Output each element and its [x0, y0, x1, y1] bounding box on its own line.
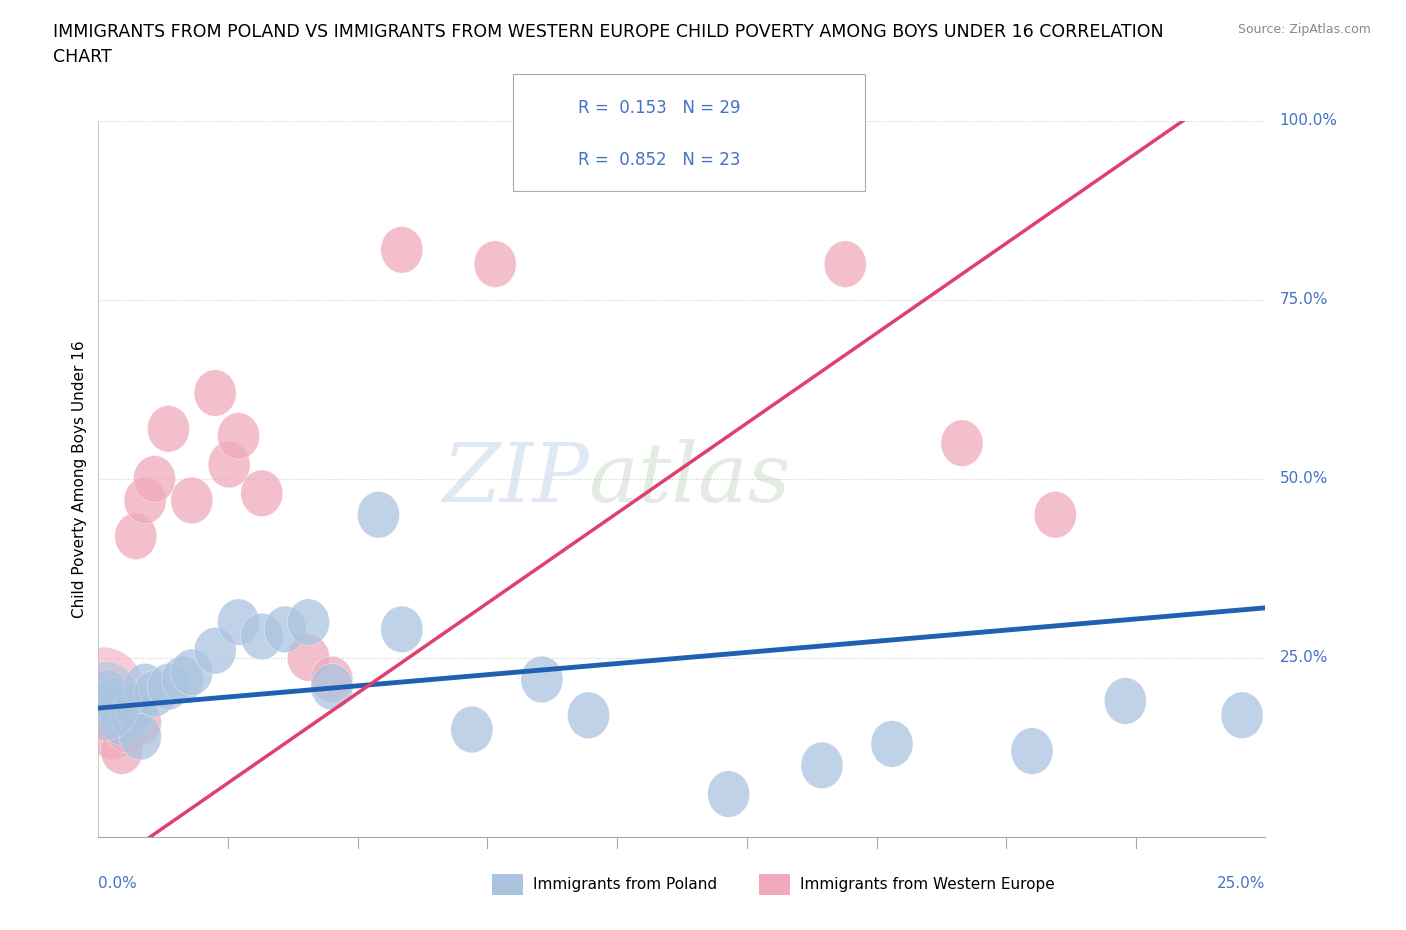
Ellipse shape	[87, 671, 129, 717]
Ellipse shape	[707, 771, 749, 817]
Ellipse shape	[134, 671, 176, 717]
Text: 25.0%: 25.0%	[1218, 876, 1265, 891]
Ellipse shape	[1011, 728, 1053, 775]
Y-axis label: Child Poverty Among Boys Under 16: Child Poverty Among Boys Under 16	[72, 340, 87, 618]
Ellipse shape	[208, 442, 250, 488]
Text: Immigrants from Poland: Immigrants from Poland	[533, 877, 717, 892]
Ellipse shape	[101, 728, 143, 775]
Ellipse shape	[941, 419, 983, 467]
Text: IMMIGRANTS FROM POLAND VS IMMIGRANTS FROM WESTERN EUROPE CHILD POVERTY AMONG BOY: IMMIGRANTS FROM POLAND VS IMMIGRANTS FRO…	[53, 23, 1164, 66]
Text: Source: ZipAtlas.com: Source: ZipAtlas.com	[1237, 23, 1371, 36]
Ellipse shape	[357, 491, 399, 538]
Ellipse shape	[1035, 491, 1077, 538]
Ellipse shape	[870, 721, 912, 767]
Ellipse shape	[105, 706, 148, 753]
Ellipse shape	[120, 713, 162, 760]
Ellipse shape	[240, 613, 283, 659]
Text: R =  0.153   N = 29: R = 0.153 N = 29	[578, 99, 741, 117]
Ellipse shape	[240, 470, 283, 516]
Ellipse shape	[124, 663, 166, 710]
Ellipse shape	[264, 606, 307, 653]
Ellipse shape	[120, 699, 162, 746]
Text: 75.0%: 75.0%	[1279, 292, 1327, 308]
Ellipse shape	[824, 241, 866, 287]
Ellipse shape	[801, 742, 844, 789]
Ellipse shape	[110, 692, 152, 738]
Ellipse shape	[194, 370, 236, 417]
Ellipse shape	[162, 657, 204, 703]
Text: 50.0%: 50.0%	[1279, 472, 1327, 486]
Ellipse shape	[1220, 692, 1263, 738]
Ellipse shape	[287, 599, 329, 645]
Text: 25.0%: 25.0%	[1279, 650, 1327, 666]
Text: 0.0%: 0.0%	[98, 876, 138, 891]
Ellipse shape	[381, 606, 423, 653]
Ellipse shape	[115, 513, 157, 560]
Ellipse shape	[96, 684, 138, 731]
Ellipse shape	[194, 628, 236, 674]
Ellipse shape	[70, 661, 141, 740]
Ellipse shape	[134, 456, 176, 502]
Ellipse shape	[1104, 678, 1146, 724]
Ellipse shape	[170, 649, 212, 696]
Ellipse shape	[520, 657, 562, 703]
Text: 100.0%: 100.0%	[1279, 113, 1337, 128]
Ellipse shape	[218, 413, 260, 459]
Ellipse shape	[115, 684, 157, 731]
Ellipse shape	[60, 647, 145, 740]
Ellipse shape	[287, 634, 329, 682]
Ellipse shape	[148, 663, 190, 710]
Ellipse shape	[311, 663, 353, 710]
Ellipse shape	[637, 98, 679, 144]
Text: ZIP: ZIP	[441, 439, 589, 519]
Ellipse shape	[124, 477, 166, 524]
Ellipse shape	[568, 692, 610, 738]
Text: atlas: atlas	[589, 439, 792, 519]
Ellipse shape	[311, 657, 353, 703]
Ellipse shape	[451, 706, 494, 753]
Ellipse shape	[381, 227, 423, 273]
Text: Immigrants from Western Europe: Immigrants from Western Europe	[800, 877, 1054, 892]
Ellipse shape	[91, 713, 134, 760]
Ellipse shape	[101, 699, 143, 746]
Ellipse shape	[170, 477, 212, 524]
Ellipse shape	[474, 241, 516, 287]
Ellipse shape	[148, 405, 190, 452]
Ellipse shape	[91, 678, 134, 724]
Ellipse shape	[218, 599, 260, 645]
Text: R =  0.852   N = 23: R = 0.852 N = 23	[578, 151, 741, 169]
Ellipse shape	[544, 98, 586, 144]
